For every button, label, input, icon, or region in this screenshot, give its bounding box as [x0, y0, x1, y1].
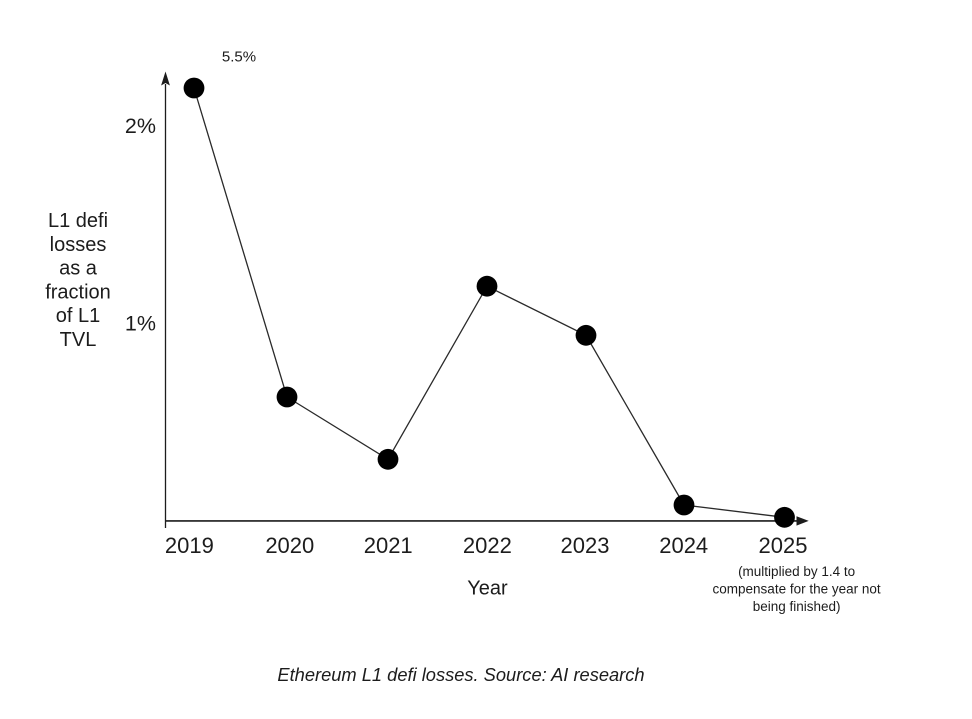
svg-text:of L1: of L1: [56, 305, 100, 327]
svg-text:2023: 2023: [561, 533, 610, 558]
svg-text:compensate for the year not: compensate for the year not: [713, 582, 881, 597]
svg-text:2022: 2022: [463, 533, 512, 558]
svg-text:2019: 2019: [165, 533, 214, 558]
svg-text:Year: Year: [467, 578, 508, 600]
svg-text:2020: 2020: [265, 533, 314, 558]
svg-text:Ethereum L1 defi losses. Sourc: Ethereum L1 defi losses. Source: AI rese…: [277, 664, 644, 685]
svg-text:being finished): being finished): [753, 599, 841, 614]
svg-text:2025: 2025: [759, 533, 808, 558]
svg-text:1%: 1%: [125, 312, 156, 336]
svg-text:fraction: fraction: [45, 281, 111, 303]
svg-text:TVL: TVL: [60, 329, 97, 351]
svg-text:2021: 2021: [364, 533, 413, 558]
svg-text:5.5%: 5.5%: [222, 49, 256, 66]
svg-text:as a: as a: [59, 258, 98, 280]
svg-text:L1 defi: L1 defi: [48, 210, 108, 232]
svg-text:(multiplied by 1.4 to: (multiplied by 1.4 to: [738, 564, 855, 579]
svg-text:2024: 2024: [659, 533, 708, 558]
svg-text:losses: losses: [50, 234, 107, 256]
svg-text:2%: 2%: [125, 114, 156, 138]
